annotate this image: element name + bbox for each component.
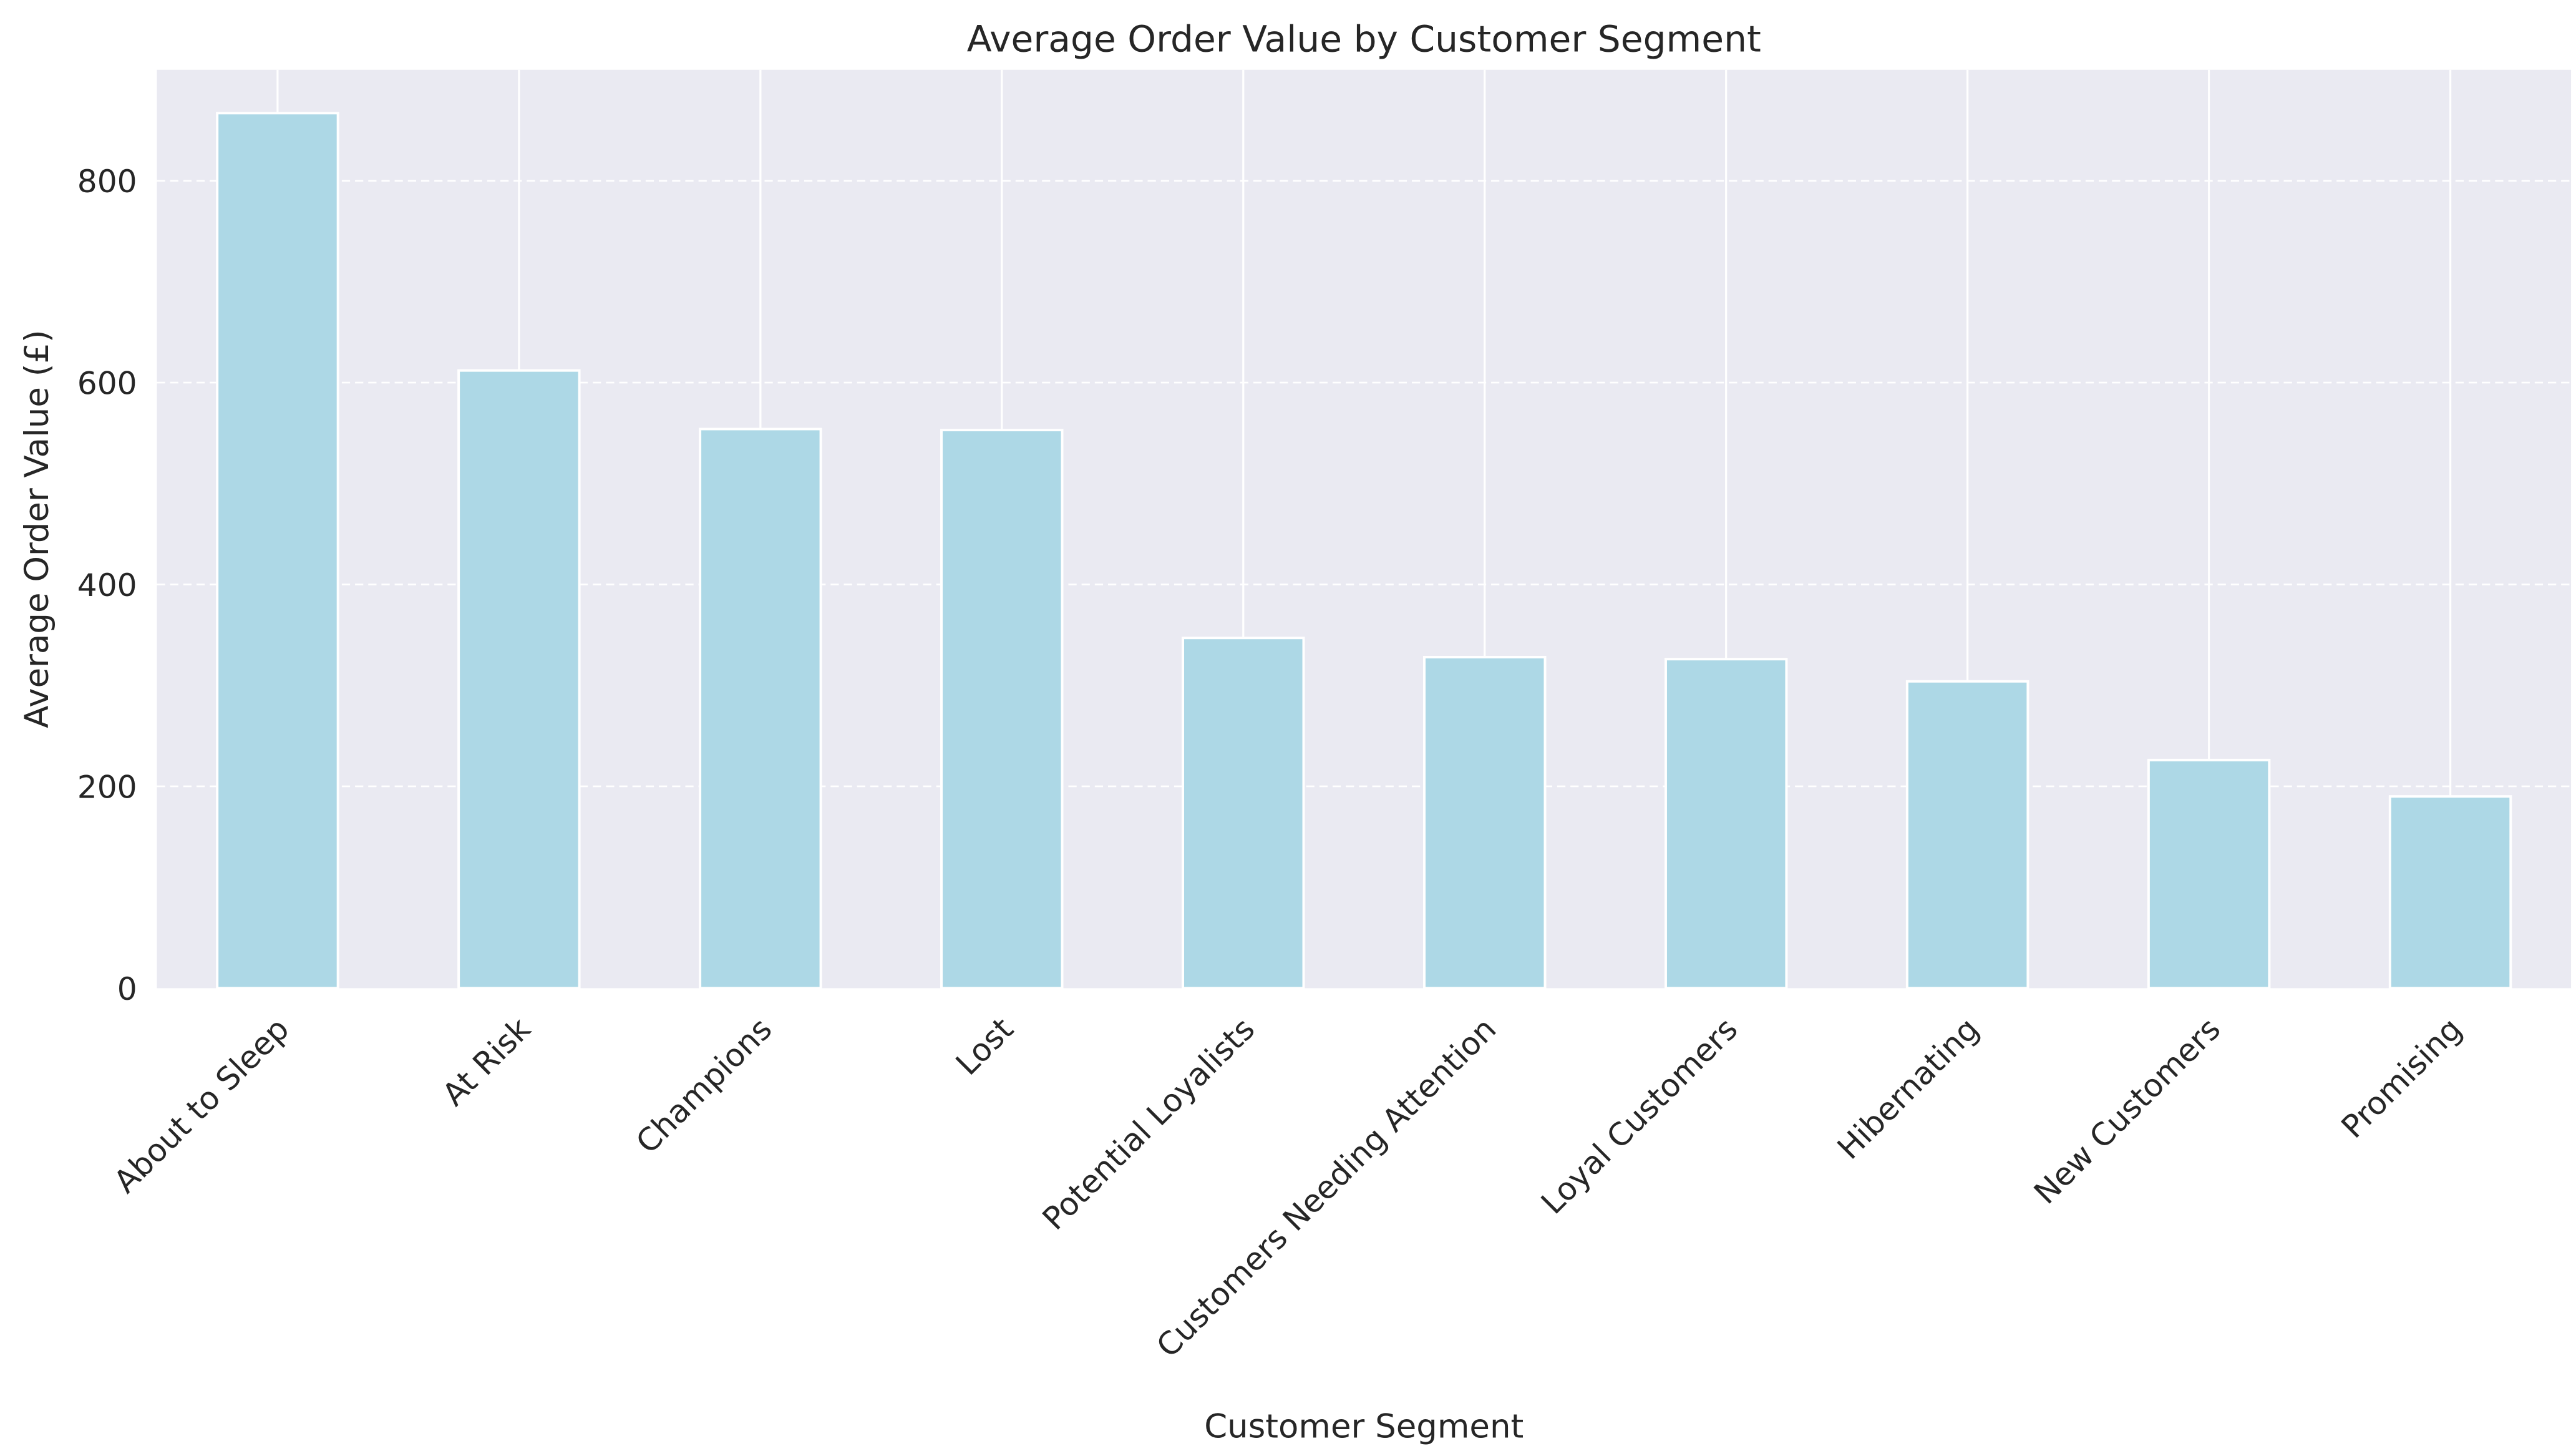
bar xyxy=(1423,655,1547,990)
chart-title: Average Order Value by Customer Segment xyxy=(967,18,1761,61)
x-tick-label: Hibernating xyxy=(1830,1010,1986,1166)
x-tick-label: Lost xyxy=(948,1010,1020,1082)
bar xyxy=(1182,637,1305,990)
x-tick-label: At Risk xyxy=(435,1010,537,1113)
x-axis-label: Customer Segment xyxy=(1204,1407,1524,1445)
y-tick-label: 0 xyxy=(117,970,137,1007)
bar xyxy=(699,428,822,990)
y-axis-label: Average Order Value (£) xyxy=(18,330,56,728)
x-tick-label: Champions xyxy=(629,1010,779,1161)
x-tick-label: New Customers xyxy=(2027,1010,2228,1211)
y-tick-label: 200 xyxy=(77,768,137,805)
y-tick-label: 400 xyxy=(77,567,137,603)
bar xyxy=(216,112,339,990)
x-tick-label: Potential Loyalists xyxy=(1035,1010,1261,1237)
x-tick-label: Promising xyxy=(2334,1010,2469,1145)
y-tick-label: 600 xyxy=(77,365,137,402)
bar xyxy=(940,429,1064,990)
x-tick-label: Loyal Customers xyxy=(1534,1010,1745,1221)
bar xyxy=(2388,795,2512,990)
bar xyxy=(1905,680,2029,990)
bar xyxy=(1664,658,1788,990)
bar xyxy=(457,369,581,990)
bar xyxy=(2147,758,2271,990)
x-tick-label: About to Sleep xyxy=(107,1010,296,1200)
y-tick-label: 800 xyxy=(77,163,137,200)
